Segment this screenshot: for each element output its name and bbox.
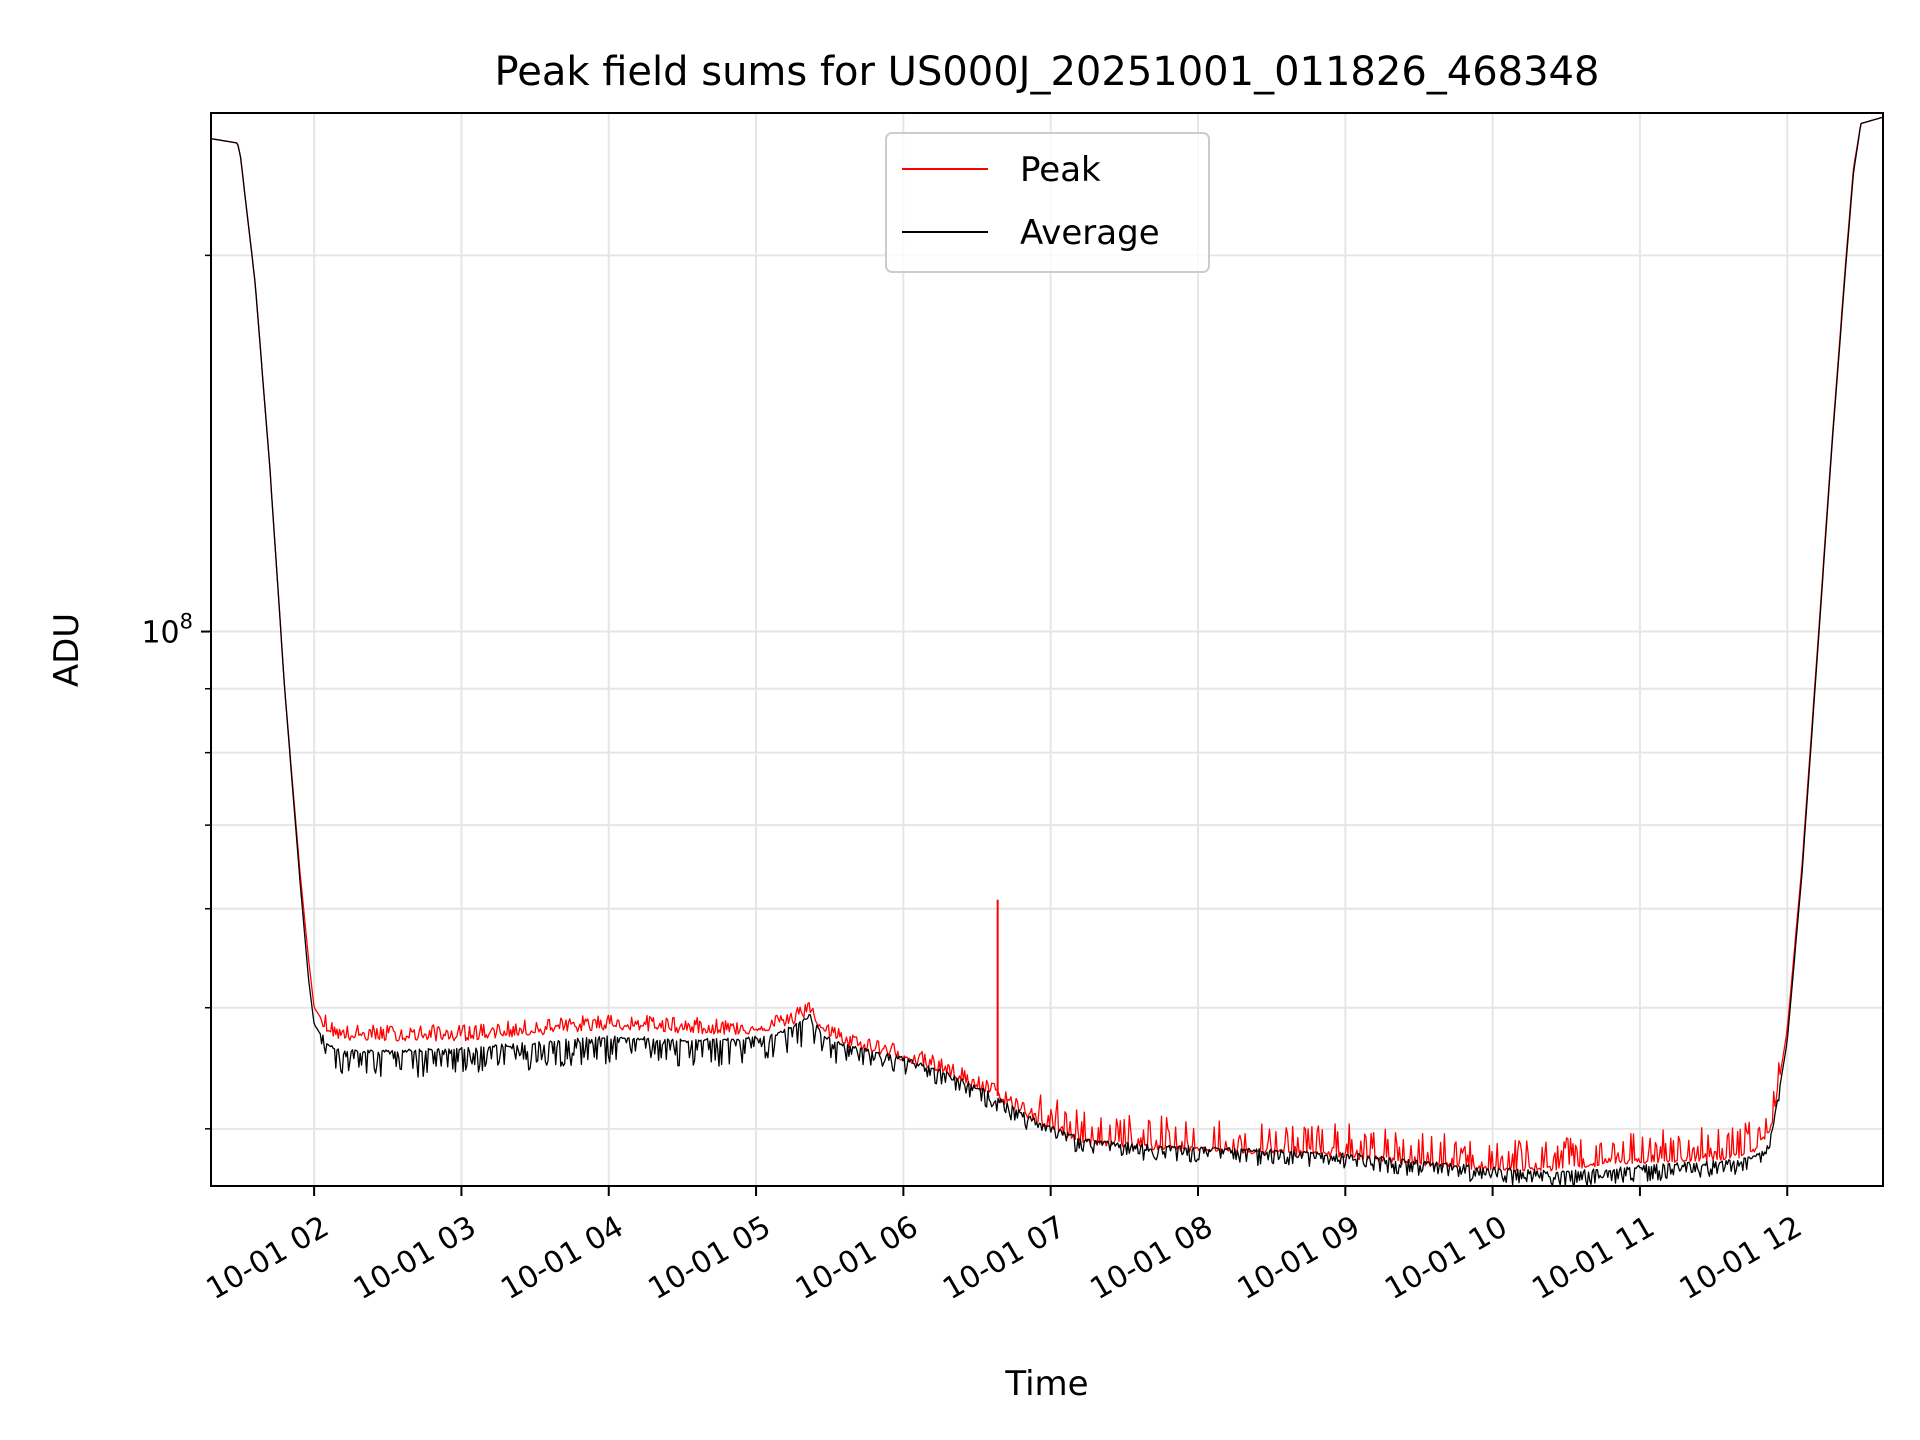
plot-frame xyxy=(210,112,1884,1187)
legend-label-average: Average xyxy=(1020,213,1160,253)
y-axis-label: ADU xyxy=(47,613,87,687)
x-axis-label: Time xyxy=(1004,1364,1088,1404)
legend-label-peak: Peak xyxy=(1020,150,1101,190)
chart-title: Peak field sums for US000J_20251001_0118… xyxy=(495,49,1600,95)
grid xyxy=(211,113,1883,1186)
legend: Peak Average xyxy=(885,132,1210,273)
legend-box xyxy=(885,132,1210,273)
series-line-average xyxy=(210,116,1884,1187)
series-line-peak xyxy=(210,116,1884,1172)
y-axis-ticks: 108 xyxy=(141,254,211,1130)
plot-lines xyxy=(210,116,1884,1187)
y-tick-label: 108 xyxy=(141,610,193,651)
